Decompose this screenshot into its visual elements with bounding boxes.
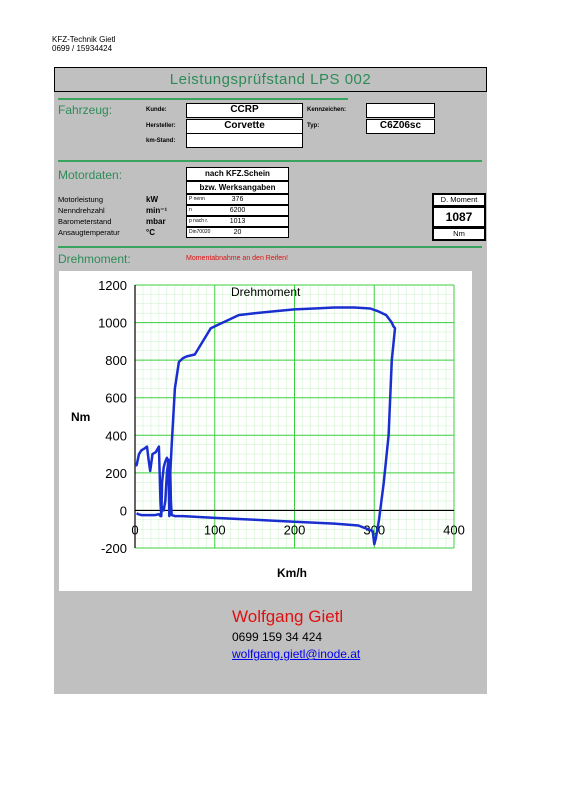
y-tick-label: 400 [105, 428, 127, 443]
source-header-2: bzw. Werksangaben [186, 181, 289, 194]
motorleistung-label: Motorleistung [58, 195, 104, 204]
torque-section-title: Drehmoment: [58, 252, 131, 266]
x-tick-label: 200 [284, 522, 306, 537]
kunde-label: Kunde: [146, 107, 167, 113]
ansaugtemperatur-cell: Din70020 20 [186, 227, 289, 238]
page-title: Leistungsprüfstand LPS 002 [54, 67, 487, 92]
x-tick-label: 400 [443, 522, 465, 537]
barometerstand-value: 1013 [229, 218, 246, 225]
motorleistung-key: P nenn [189, 196, 205, 202]
nenndrehzahl-key: n [189, 207, 192, 213]
y-tick-label: 1200 [98, 278, 127, 293]
engine-section-title: Motordaten: [58, 168, 123, 182]
moment-value: 1087 [432, 206, 486, 228]
y-tick-label: 600 [105, 391, 127, 406]
torque-note: Momentabnahme an den Reifen! [186, 255, 288, 262]
kmstand-field [186, 133, 303, 148]
y-tick-label: 800 [105, 353, 127, 368]
ansaugtemperatur-label: Ansaugtemperatur [58, 228, 120, 237]
contact-phone: 0699 159 34 424 [232, 630, 323, 644]
hersteller-field: Corvette [186, 119, 303, 134]
nenndrehzahl-value: 6200 [229, 207, 246, 214]
kmstand-label: km-Stand: [146, 138, 176, 144]
barometerstand-label: Barometerstand [58, 217, 112, 226]
hersteller-label: Hersteller: [146, 123, 176, 129]
y-tick-label: 0 [120, 503, 127, 518]
company-phone: 0699 / 15934424 [52, 44, 113, 53]
y-tick-label: -200 [101, 541, 127, 556]
torque-rule [58, 246, 482, 248]
company-name: KFZ-Technik Gietl [52, 35, 116, 44]
x-tick-label: 0 [131, 522, 138, 537]
moment-title: D. Moment [432, 193, 486, 207]
y-axis-label: Nm [71, 410, 90, 424]
vehicle-section-title: Fahrzeug: [58, 103, 113, 117]
nenndrehzahl-label: Nenndrehzahl [58, 206, 105, 215]
chart-title: Drehmoment [231, 285, 301, 299]
barometerstand-key: p nach r. [189, 218, 209, 224]
motorleistung-cell: P nenn 376 [186, 194, 289, 205]
ansaugtemperatur-key: Din70020 [189, 229, 211, 235]
engine-rule [58, 160, 482, 162]
source-header-1: nach KFZ.Schein [186, 167, 289, 181]
x-tick-label: 300 [363, 522, 385, 537]
nenndrehzahl-cell: n 6200 [186, 205, 289, 216]
kennzeichen-label: Kennzeichen: [307, 107, 347, 113]
torque-series-line [135, 306, 397, 546]
nenndrehzahl-unit: min⁻¹ [146, 206, 168, 215]
typ-field: C6Z06sc [366, 119, 435, 134]
vehicle-rule [58, 98, 348, 100]
ansaugtemperatur-unit: °C [146, 228, 155, 237]
torque-chart: -200 0 200 400 600 800 1000 1200 0 100 200 300 400 D… [59, 271, 472, 591]
barometerstand-unit: mbar [146, 217, 166, 226]
x-axis-label: Km/h [277, 566, 307, 580]
y-tick-label: 200 [105, 466, 127, 481]
kunde-field: CCRP [186, 103, 303, 118]
typ-label: Typ: [307, 123, 320, 129]
barometerstand-cell: p nach r. 1013 [186, 216, 289, 227]
motorleistung-unit: kW [146, 195, 158, 204]
x-tick-label: 100 [204, 522, 226, 537]
torque-chart-svg: -200 0 200 400 600 800 1000 1200 0 100 200 300 400 D… [71, 278, 465, 580]
contact-email-link[interactable]: wolfgang.gietl@inode.at [232, 647, 361, 661]
motorleistung-value: 376 [231, 196, 244, 203]
moment-unit: Nm [432, 227, 486, 241]
ansaugtemperatur-value: 20 [233, 229, 242, 236]
kennzeichen-field [366, 103, 435, 118]
contact-name: Wolfgang Gietl [232, 607, 344, 626]
y-tick-label: 1000 [98, 316, 127, 331]
